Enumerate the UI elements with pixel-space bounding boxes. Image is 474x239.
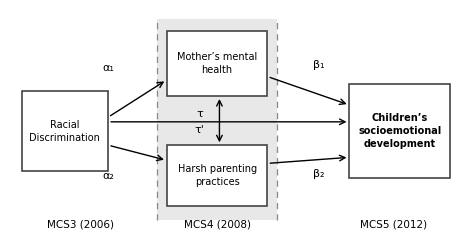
Text: Children’s
socioemotional
development: Children’s socioemotional development bbox=[358, 113, 441, 149]
Text: MCS4 (2008): MCS4 (2008) bbox=[184, 219, 251, 229]
Text: MCS5 (2012): MCS5 (2012) bbox=[360, 219, 428, 229]
Text: τ': τ' bbox=[195, 125, 204, 135]
Text: β₁: β₁ bbox=[313, 60, 325, 70]
Text: Racial
Discrimination: Racial Discrimination bbox=[29, 120, 100, 143]
Bar bbox=[157, 19, 277, 220]
Bar bbox=[21, 92, 108, 171]
Bar bbox=[167, 145, 267, 206]
Text: MCS3 (2006): MCS3 (2006) bbox=[46, 219, 114, 229]
Text: τ: τ bbox=[196, 109, 203, 119]
Bar bbox=[349, 84, 450, 178]
Text: Mother’s mental
health: Mother’s mental health bbox=[177, 52, 257, 75]
Text: α₂: α₂ bbox=[102, 171, 114, 180]
Text: α₁: α₁ bbox=[102, 63, 114, 73]
Text: β₂: β₂ bbox=[313, 169, 325, 179]
Bar bbox=[167, 31, 267, 96]
Text: Harsh parenting
practices: Harsh parenting practices bbox=[178, 164, 256, 187]
